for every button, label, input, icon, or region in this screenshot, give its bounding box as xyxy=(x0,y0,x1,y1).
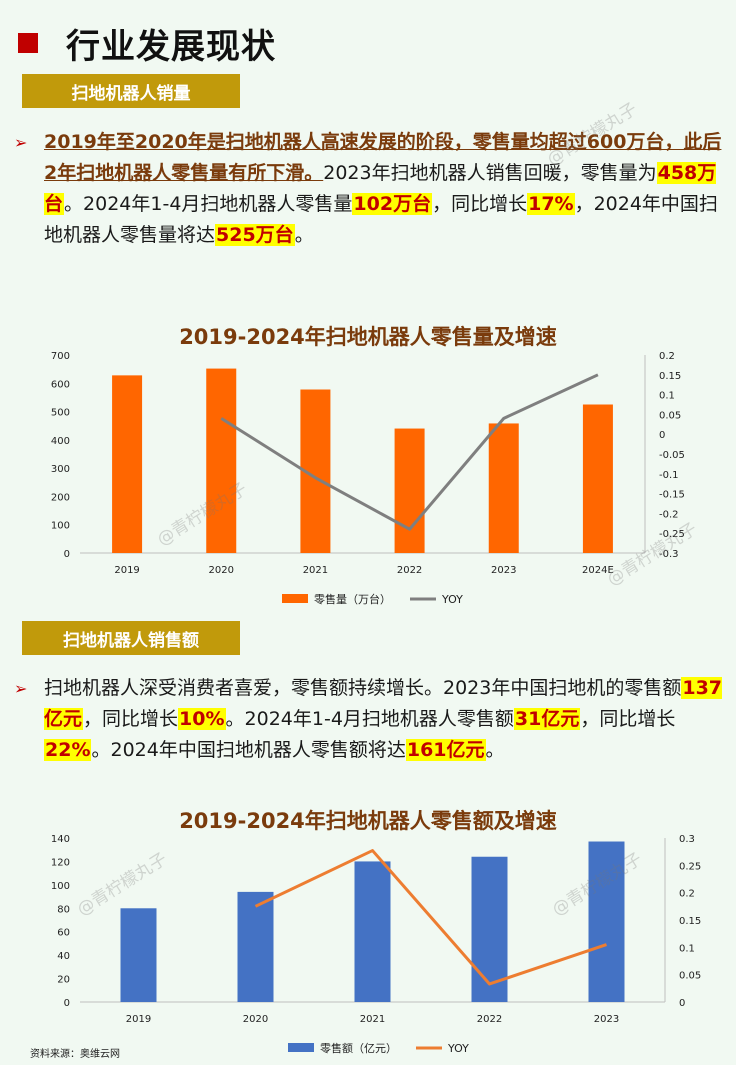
key-statement: 2019年至2020年是扫地机器人高速发展的阶段，零售量均超过600万台，此后2… xyxy=(44,131,722,184)
x-tick-label: 2022 xyxy=(477,1014,502,1025)
chart-title: 2019-2024年扫地机器人零售量及增速 xyxy=(179,325,557,349)
y-tick-label: 80 xyxy=(57,904,70,915)
y2-tick-label: 0 xyxy=(659,430,665,441)
y-tick-label: 600 xyxy=(51,379,70,390)
red-square-marker xyxy=(18,33,38,53)
y2-tick-label: 0.1 xyxy=(679,943,695,954)
text-segment: ，2024年中国扫地机器人零售量将达 xyxy=(44,193,718,246)
x-tick-label: 2019 xyxy=(114,565,139,576)
y2-tick-label: 0.2 xyxy=(679,889,695,900)
x-tick-label: 2023 xyxy=(594,1014,619,1025)
highlight-value: 161亿元 xyxy=(405,739,486,761)
highlight-value: 17% xyxy=(527,193,575,215)
bar xyxy=(471,856,508,1002)
text-segment: 。2024年1-4月扫地机器人零售额 xyxy=(225,708,514,730)
x-tick-label: 2024E xyxy=(582,565,614,576)
y-tick-label: 300 xyxy=(51,464,70,475)
text-segment: ，同比增长 xyxy=(83,708,179,730)
legend-line-label: YOY xyxy=(447,1042,469,1055)
y2-tick-label: 0.05 xyxy=(659,410,681,421)
highlight-value: 102万台 xyxy=(352,193,433,215)
x-tick-label: 2019 xyxy=(126,1014,151,1025)
y-tick-label: 120 xyxy=(51,857,70,868)
y2-tick-label: -0.3 xyxy=(659,549,679,560)
bar xyxy=(488,423,519,553)
paragraph-sales-revenue: ➢ 扫地机器人深受消费者喜爱，零售额持续增长。2023年中国扫地机的零售额137… xyxy=(14,673,726,766)
yoy-line xyxy=(220,373,599,531)
highlight-value: 10% xyxy=(178,708,226,730)
text-segment: ，同比增长 xyxy=(432,193,528,215)
y2-tick-label: 0.05 xyxy=(679,971,701,982)
y-tick-label: 100 xyxy=(51,521,70,532)
text-segment: 。 xyxy=(485,739,505,761)
y2-tick-label: 0 xyxy=(679,998,685,1009)
y2-tick-label: 0.3 xyxy=(679,834,695,845)
y-tick-label: 40 xyxy=(57,951,70,962)
chart-sales-volume: 2019-2024年扫地机器人零售量及增速 0 100 200 300 400 500 600… xyxy=(51,325,685,606)
legend-bar-swatch xyxy=(288,1043,314,1052)
y2-tick-label: 0.25 xyxy=(679,861,701,872)
yoy-line xyxy=(254,849,607,986)
y2-tick-label: 0.2 xyxy=(659,351,675,362)
bar xyxy=(112,375,143,553)
x-tick-label: 2020 xyxy=(209,565,234,576)
y2-tick-label: 0.1 xyxy=(659,391,675,402)
chart-title: 2019-2024年扫地机器人零售额及增速 xyxy=(179,809,557,833)
bar xyxy=(588,841,625,1002)
y2-tick-label: -0.1 xyxy=(659,470,679,481)
text-segment: 2023年扫地机器人销售回暖，零售量为 xyxy=(323,162,657,184)
highlight-value: 22% xyxy=(44,739,92,761)
highlight-value: 525万台 xyxy=(215,224,295,246)
y-tick-label: 400 xyxy=(51,436,70,447)
legend-bar-label: 零售额（亿元） xyxy=(320,1041,397,1055)
paragraph-sales-volume: ➢ 2019年至2020年是扫地机器人高速发展的阶段，零售量均超过600万台，此… xyxy=(14,127,726,251)
y2-tick-label: -0.05 xyxy=(659,450,685,461)
y-tick-label: 140 xyxy=(51,834,70,845)
legend-line-label: YOY xyxy=(441,593,463,606)
bar xyxy=(394,428,425,553)
bar xyxy=(206,368,237,553)
y2-tick-label: -0.15 xyxy=(659,490,685,501)
source-note: 资料来源：奥维云网 xyxy=(30,1049,120,1060)
x-tick-label: 2020 xyxy=(243,1014,268,1025)
arrow-bullet-icon: ➢ xyxy=(14,679,28,698)
chart-sales-revenue: 2019-2024年扫地机器人零售额及增速 0 20 40 60 80 100 120 140 0… xyxy=(51,809,701,1055)
x-tick-label: 2021 xyxy=(303,565,328,576)
y2-tick-label: 0.15 xyxy=(659,371,681,382)
bar xyxy=(582,404,613,553)
x-tick-label: 2022 xyxy=(397,565,422,576)
x-tick-label: 2023 xyxy=(491,565,516,576)
text-segment: 。 xyxy=(294,224,314,246)
section-tag-sales-volume: 扫地机器人销量 xyxy=(22,74,240,108)
text-segment: 。2024年中国扫地机器人零售额将达 xyxy=(91,739,406,761)
highlight-value: 31亿元 xyxy=(513,708,581,730)
x-tick-label: 2021 xyxy=(360,1014,385,1025)
text-segment: ，同比增长 xyxy=(580,708,676,730)
bar xyxy=(120,908,157,1002)
y-tick-label: 200 xyxy=(51,492,70,503)
legend-bar-swatch xyxy=(282,594,308,603)
legend-bar-label: 零售量（万台） xyxy=(314,592,391,606)
y2-tick-label: -0.25 xyxy=(659,529,685,540)
text-segment: 扫地机器人深受消费者喜爱，零售额持续增长。2023年中国扫地机的零售额 xyxy=(44,677,682,699)
y2-tick-label: 0.15 xyxy=(679,916,701,927)
bar xyxy=(237,891,274,1002)
y-tick-label: 60 xyxy=(57,928,70,939)
arrow-bullet-icon: ➢ xyxy=(14,133,28,152)
y-tick-label: 700 xyxy=(51,351,70,362)
section-tag-sales-revenue: 扫地机器人销售额 xyxy=(22,621,240,655)
text-segment: 。2024年1-4月扫地机器人零售量 xyxy=(64,193,353,215)
y-tick-label: 20 xyxy=(57,975,70,986)
y-tick-label: 500 xyxy=(51,408,70,419)
y2-tick-label: -0.2 xyxy=(659,509,679,520)
y-tick-label: 0 xyxy=(64,549,70,560)
y-tick-label: 100 xyxy=(51,881,70,892)
y-tick-label: 0 xyxy=(64,998,70,1009)
page-title: 行业发展现状 xyxy=(66,26,276,67)
page-header: 行业发展现状 xyxy=(18,18,276,68)
bar xyxy=(354,861,391,1002)
